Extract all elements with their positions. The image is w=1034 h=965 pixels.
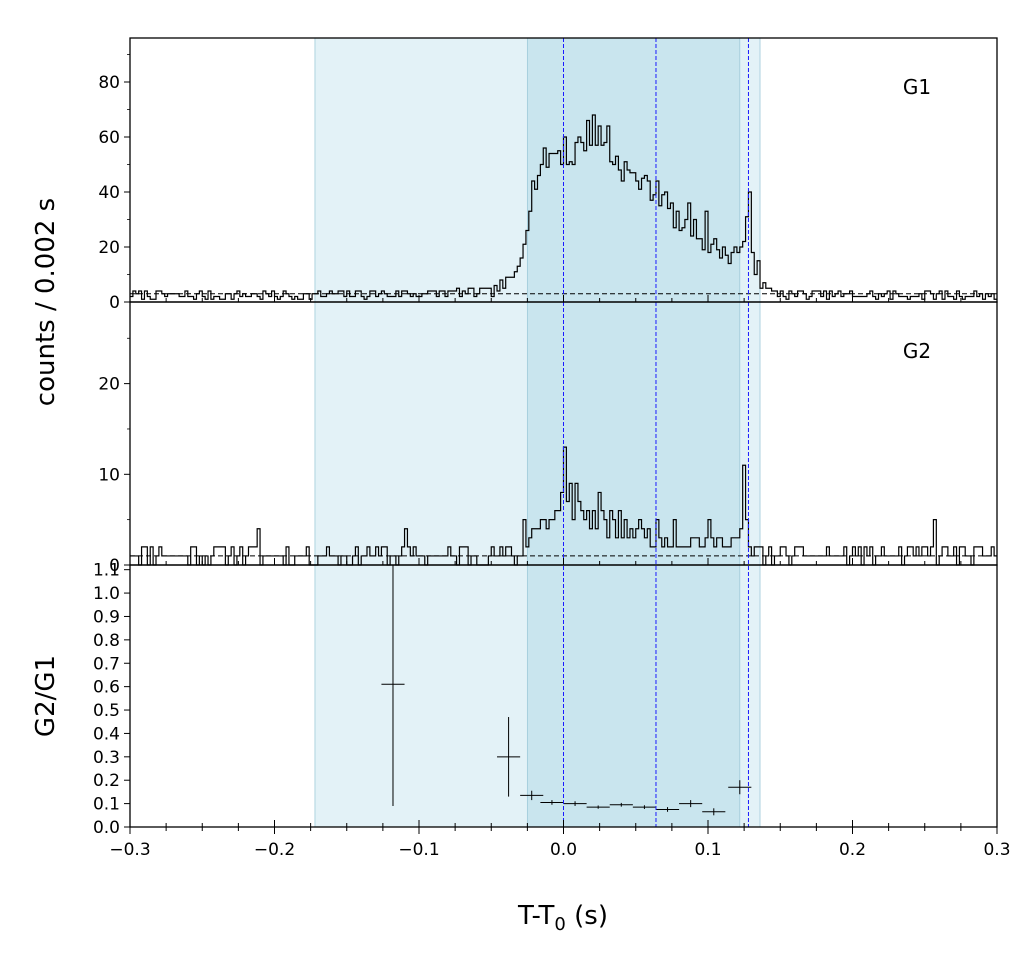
x-tick-label: 0.1: [694, 840, 721, 860]
y-tick-label: 0.8: [93, 631, 120, 651]
ratio-point: [632, 805, 656, 809]
x-axis-title-subscript: 0: [554, 914, 565, 935]
ratio-point: [655, 807, 680, 812]
y-axis-title-ratio: G2/G1: [31, 655, 61, 737]
marker-lines: [563, 38, 749, 827]
y-tick-label: 20: [98, 375, 120, 395]
x-tick-label: 0.3: [983, 840, 1010, 860]
ratio-point: [563, 801, 587, 806]
x-axis-title-main: T-T: [517, 901, 554, 931]
ratio-point: [702, 808, 726, 816]
y-tick-label: 40: [98, 183, 120, 203]
y-axis-title-counts: counts / 0.002 s: [31, 198, 61, 406]
ratio-point: [381, 565, 405, 806]
ratio-point: [586, 805, 610, 809]
ratio-point: [679, 800, 703, 808]
y-tick-label: 10: [98, 465, 120, 485]
ratio-point: [497, 717, 521, 797]
ratio-point: [520, 790, 544, 801]
x-axis-title-unit: (s): [566, 901, 608, 931]
panel-label-g2: G2: [903, 339, 931, 363]
y-tick-label: 60: [98, 128, 120, 148]
y-tick-label: 0: [109, 556, 120, 576]
y-tick-label: 20: [98, 238, 120, 258]
y-tick-label: 1.1: [93, 561, 120, 581]
ratio-point: [540, 800, 564, 805]
ratio-point: [609, 802, 633, 807]
x-tick-label: 0.0: [550, 840, 577, 860]
x-tick-label: −0.2: [254, 840, 295, 860]
y-tick-label: 0.6: [93, 678, 120, 698]
lightcurve-g2: [130, 446, 997, 566]
dark-interval-band: [526, 37, 741, 828]
panel-label-g1: G1: [903, 75, 931, 99]
x-axis: −0.3 −0.2 −0.1 0.0 0.1 0.2 0.3: [109, 295, 1011, 860]
x-tick-label: −0.1: [398, 840, 439, 860]
x-tick-label: −0.3: [109, 840, 150, 860]
interval-bands: [314, 37, 761, 828]
y-tick-label: 0: [109, 293, 120, 313]
x-tick-label: 0.2: [839, 840, 866, 860]
y-tick-label: 0.3: [93, 748, 120, 768]
y-tick-label: 0.4: [93, 724, 120, 744]
y-tick-label: 0.2: [93, 771, 120, 791]
ratio-point: [728, 780, 752, 795]
x-axis-title: T-T0 (s): [517, 901, 608, 935]
y-tick-label: 0.9: [93, 607, 120, 627]
y-tick-label: 0.0: [93, 818, 120, 838]
y-tick-label: 0.5: [93, 701, 120, 721]
y-tick-label: 0.1: [93, 795, 120, 815]
y-tick-label: 0.7: [93, 654, 120, 674]
y-tick-label: 80: [98, 73, 120, 93]
panel-3: 0.0 0.1 0.2 0.3 0.4 0.5 0.6 0.7 0.8 0.9 1.0 1.1: [93, 561, 752, 838]
lightcurve-g1: [130, 114, 997, 300]
y-tick-label: 1.0: [93, 584, 120, 604]
